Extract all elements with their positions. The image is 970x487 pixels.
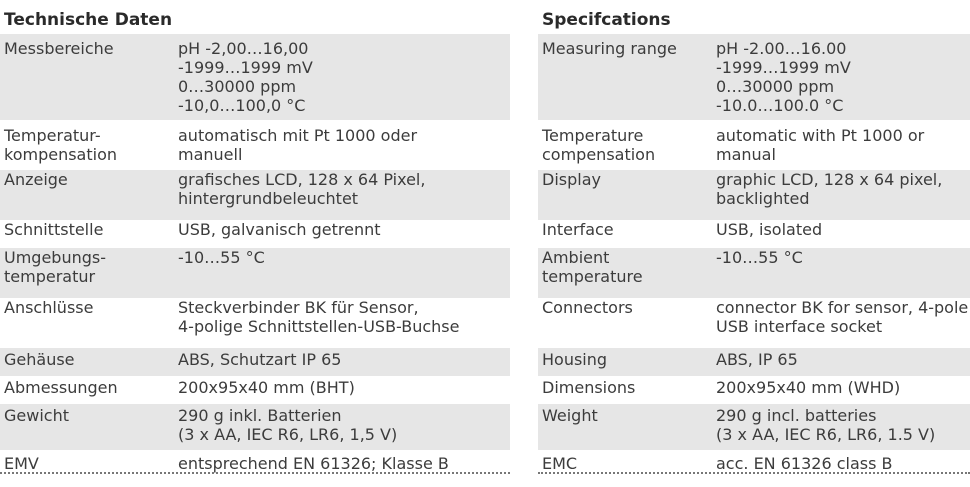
row-label: EMC bbox=[542, 454, 578, 473]
table-row: Dimensions 200x95x40 mm (WHD) bbox=[538, 376, 970, 404]
table-row: Connectors connector BK for sensor, 4-po… bbox=[538, 298, 970, 348]
row-value: acc. EN 61326 class B bbox=[716, 454, 893, 473]
german-heading: Technische Daten bbox=[4, 10, 173, 30]
row-label: Messbereiche bbox=[4, 39, 114, 58]
table-row: Ambient temperature -10…55 °C bbox=[538, 248, 970, 298]
row-label: Connectors bbox=[542, 298, 633, 317]
table-row: Anzeige grafisches LCD, 128 x 64 Pixel, … bbox=[0, 170, 510, 220]
row-value: -10…55 °C bbox=[716, 248, 803, 267]
table-row: Schnittstelle USB, galvanisch getrennt bbox=[0, 220, 510, 248]
row-label: Anschlüsse bbox=[4, 298, 94, 317]
table-row: EMV entsprechend EN 61326; Klasse B bbox=[0, 450, 510, 474]
row-label: Umgebungs- temperatur bbox=[4, 248, 106, 286]
row-label: Housing bbox=[542, 350, 608, 369]
table-row: Weight 290 g incl. batteries (3 x AA, IE… bbox=[538, 404, 970, 450]
table-row: Gehäuse ABS, Schutzart IP 65 bbox=[0, 348, 510, 376]
row-value: -10…55 °C bbox=[178, 248, 265, 267]
table-row: Gewicht 290 g inkl. Batterien (3 x AA, I… bbox=[0, 404, 510, 450]
table-row: Temperature compensation automatic with … bbox=[538, 120, 970, 170]
row-value: automatic with Pt 1000 or manual bbox=[716, 126, 925, 164]
row-label: Weight bbox=[542, 406, 598, 425]
row-label: Temperature compensation bbox=[542, 126, 656, 164]
table-row: Measuring range pH -2.00…16.00 -1999…199… bbox=[538, 34, 970, 120]
row-value: 290 g incl. batteries (3 x AA, IEC R6, L… bbox=[716, 406, 936, 444]
row-value: automatisch mit Pt 1000 oder manuell bbox=[178, 126, 418, 164]
german-spec-table: Technische Daten Messbereiche pH -2,00…1… bbox=[0, 10, 510, 474]
row-value: connector BK for sensor, 4-pole USB inte… bbox=[716, 298, 969, 336]
table-row: EMC acc. EN 61326 class B bbox=[538, 450, 970, 474]
row-value: 290 g inkl. Batterien (3 x AA, IEC R6, L… bbox=[178, 406, 398, 444]
row-label: Display bbox=[542, 170, 601, 189]
row-value: 200x95x40 mm (WHD) bbox=[716, 378, 901, 397]
row-value: USB, galvanisch getrennt bbox=[178, 220, 381, 239]
table-row: Anschlüsse Steckverbinder BK für Sensor,… bbox=[0, 298, 510, 348]
table-row: Interface USB, isolated bbox=[538, 220, 970, 248]
english-heading: Specifcations bbox=[542, 10, 671, 30]
table-row: Umgebungs- temperatur -10…55 °C bbox=[0, 248, 510, 298]
table-row: Abmessungen 200x95x40 mm (BHT) bbox=[0, 376, 510, 404]
row-value: USB, isolated bbox=[716, 220, 823, 239]
table-row: Messbereiche pH -2,00…16,00 -1999…1999 m… bbox=[0, 34, 510, 120]
row-label: Ambient temperature bbox=[542, 248, 643, 286]
row-value: grafisches LCD, 128 x 64 Pixel, hintergr… bbox=[178, 170, 426, 208]
row-value: entsprechend EN 61326; Klasse B bbox=[178, 454, 449, 473]
row-label: Abmessungen bbox=[4, 378, 118, 397]
row-label: Measuring range bbox=[542, 39, 677, 58]
table-row: Housing ABS, IP 65 bbox=[538, 348, 970, 376]
row-label: Gewicht bbox=[4, 406, 69, 425]
row-value: pH -2,00…16,00 -1999…1999 mV 0…30000 ppm… bbox=[178, 39, 313, 115]
table-row: Display graphic LCD, 128 x 64 pixel, bac… bbox=[538, 170, 970, 220]
row-label: Temperatur- kompensation bbox=[4, 126, 117, 164]
row-value: 200x95x40 mm (BHT) bbox=[178, 378, 355, 397]
row-label: Gehäuse bbox=[4, 350, 75, 369]
row-value: Steckverbinder BK für Sensor, 4-polige S… bbox=[178, 298, 460, 336]
row-value: graphic LCD, 128 x 64 pixel, backlighted bbox=[716, 170, 943, 208]
row-label: Dimensions bbox=[542, 378, 636, 397]
row-value: ABS, IP 65 bbox=[716, 350, 798, 369]
english-spec-table: Specifcations Measuring range pH -2.00…1… bbox=[538, 0, 970, 474]
table-row: Temperatur- kompensation automatisch mit… bbox=[0, 120, 510, 170]
row-label: Interface bbox=[542, 220, 614, 239]
row-value: ABS, Schutzart IP 65 bbox=[178, 350, 342, 369]
row-label: Anzeige bbox=[4, 170, 68, 189]
row-value: pH -2.00…16.00 -1999…1999 mV 0…30000 ppm… bbox=[716, 39, 851, 115]
row-label: Schnittstelle bbox=[4, 220, 104, 239]
row-label: EMV bbox=[4, 454, 39, 473]
